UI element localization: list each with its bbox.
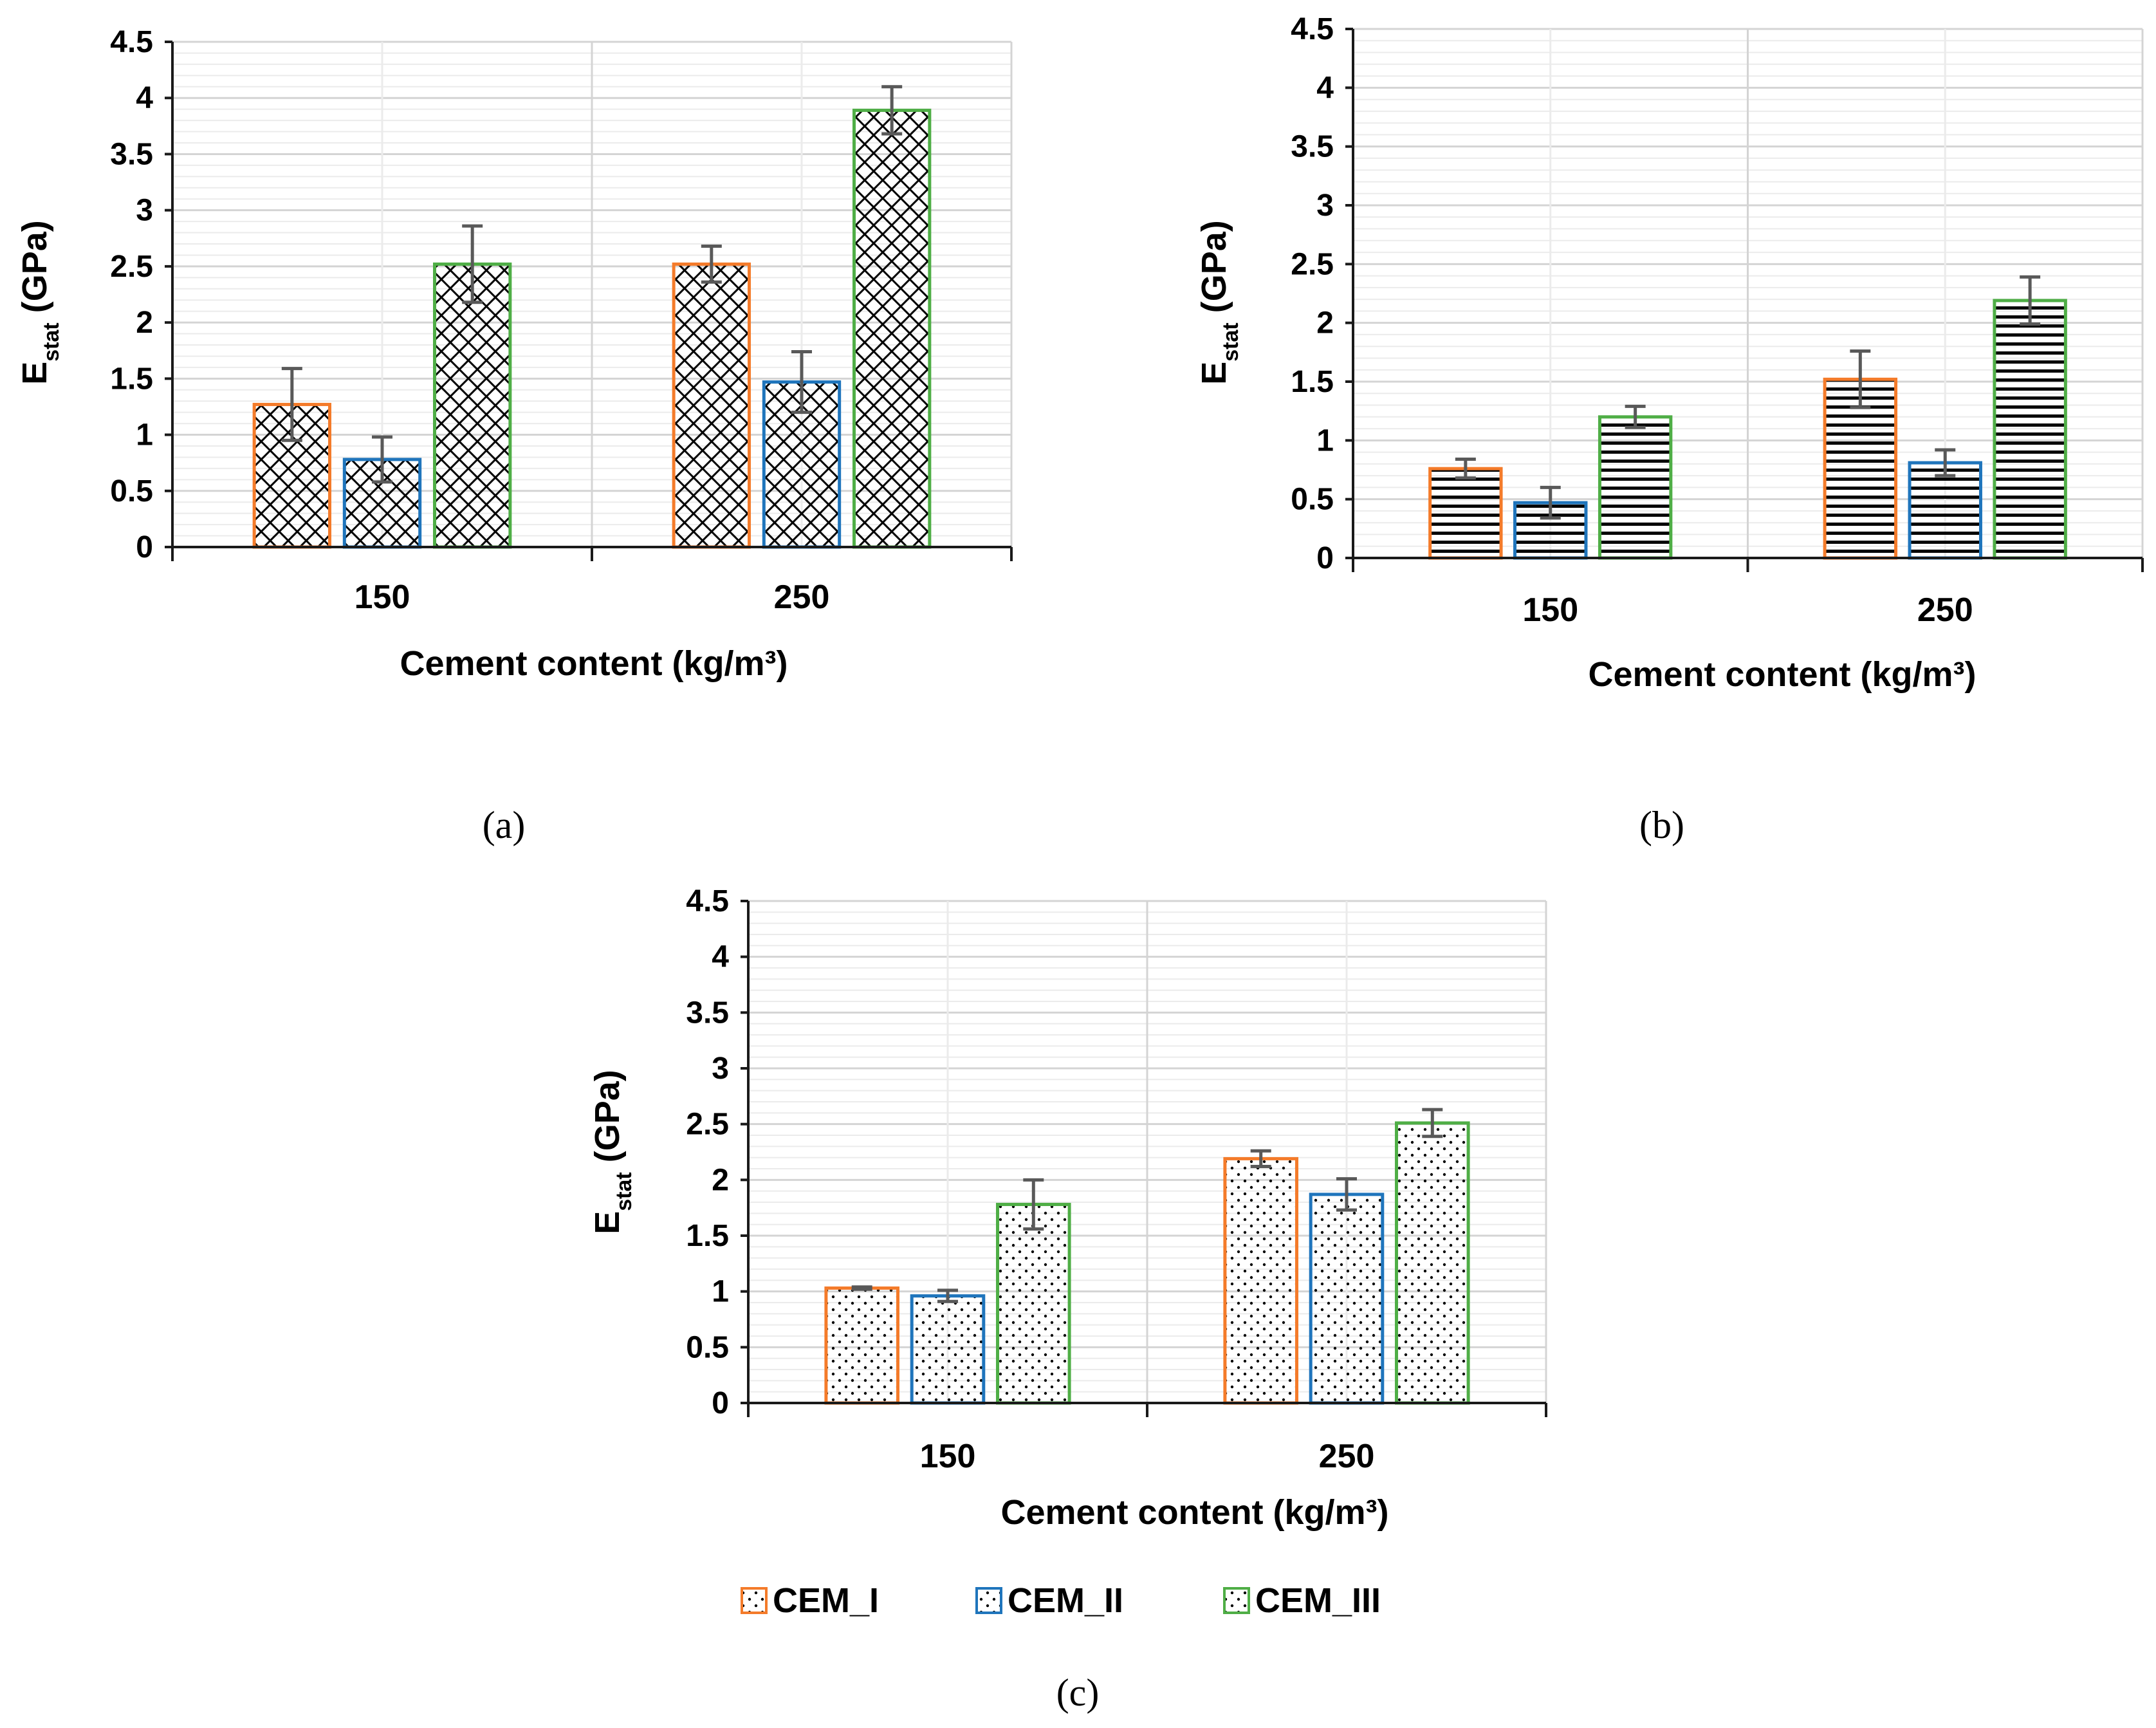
- y-tick-label: 0.5: [110, 474, 153, 508]
- x-tick-label: 150: [355, 579, 410, 616]
- y-axis-title-sub: stat: [612, 1172, 636, 1211]
- error-bar: [372, 435, 392, 484]
- bar-cem-iii-150: [996, 1202, 1071, 1405]
- x-tick-label: 250: [774, 579, 830, 616]
- y-axis-title-unit: (GPa): [588, 1070, 627, 1172]
- y-tick-label: 3: [712, 1052, 729, 1086]
- bar-cem-i-150: [824, 1286, 900, 1405]
- y-axis-title-main: E: [1195, 362, 1233, 385]
- y-axis-title: Estat (GPa): [15, 220, 64, 385]
- y-tick-label: 0.5: [686, 1330, 729, 1364]
- error-bar: [1023, 1178, 1044, 1231]
- legend-swatch-cem-iii: [1223, 1587, 1250, 1614]
- legend-item-cem-ii: CEM_II: [975, 1581, 1123, 1620]
- y-axis-title-sub: stat: [39, 322, 64, 361]
- error-bar: [937, 1288, 958, 1303]
- bar-cem-i-250: [1223, 1157, 1299, 1405]
- bar-cem-iii-250: [1993, 299, 2067, 560]
- error-bar: [1336, 1177, 1357, 1212]
- error-bar: [1422, 1108, 1443, 1138]
- legend-swatch-cem-i: [741, 1587, 768, 1614]
- chart-panel-b: Estat (GPa) Cement content (kg/m³) (b) 0…: [1195, 12, 2144, 846]
- error-bar: [281, 367, 302, 442]
- bar-cem-iii-150: [433, 262, 512, 549]
- y-axis-title-unit: (GPa): [15, 220, 54, 322]
- y-axis-title-sub: stat: [1219, 322, 1243, 361]
- error-bar: [1625, 404, 1646, 429]
- y-axis-title-main: E: [15, 362, 54, 385]
- y-tick-label: 4.5: [686, 884, 729, 918]
- y-axis-title-unit: (GPa): [1195, 220, 1233, 322]
- y-tick-label: 2.5: [686, 1108, 729, 1142]
- panel-caption: (c): [1056, 1671, 1100, 1714]
- bar-cem-i-250: [672, 262, 751, 549]
- error-bar: [881, 85, 903, 136]
- y-tick-label: 1.5: [1291, 365, 1334, 399]
- legend-label-cem-ii: CEM_II: [1008, 1581, 1123, 1620]
- x-tick-label: 250: [1917, 591, 1973, 629]
- y-tick-label: 2: [712, 1163, 729, 1197]
- y-axis-title: Estat (GPa): [588, 1070, 636, 1234]
- y-tick-label: 2.5: [110, 250, 153, 284]
- error-bar: [1455, 458, 1476, 480]
- y-tick-label: 4: [1316, 71, 1334, 105]
- x-axis-title: Cement content (kg/m³): [1000, 1493, 1388, 1532]
- y-tick-label: 4.5: [110, 25, 153, 59]
- y-tick-label: 1: [712, 1275, 729, 1309]
- y-tick-label: 3.5: [1291, 130, 1334, 164]
- y-tick-label: 0.5: [1291, 483, 1334, 517]
- bar-cem-ii-150: [910, 1294, 986, 1405]
- error-bar: [701, 244, 722, 284]
- error-bar: [791, 349, 812, 414]
- y-tick-label: 4: [712, 940, 729, 974]
- y-tick-label: 1: [1316, 423, 1334, 458]
- y-tick-label: 2: [1316, 306, 1334, 340]
- y-tick-label: 1.5: [110, 362, 153, 396]
- y-tick-label: 2: [136, 306, 153, 340]
- legend-swatch-cem-ii: [975, 1587, 1002, 1614]
- x-tick-label: 150: [1522, 591, 1578, 629]
- bar-cem-iii-250: [1395, 1121, 1470, 1405]
- x-axis-title: Cement content (kg/m³): [1588, 655, 1976, 694]
- y-tick-label: 0: [1316, 541, 1334, 575]
- x-tick-label: 250: [1319, 1438, 1375, 1475]
- x-tick-label: 150: [920, 1438, 976, 1475]
- y-tick-label: 4: [136, 81, 153, 115]
- error-bar: [1850, 349, 1871, 409]
- error-bar: [1540, 485, 1561, 520]
- legend-label-cem-iii: CEM_III: [1255, 1581, 1381, 1620]
- y-tick-label: 4.5: [1291, 12, 1334, 46]
- chart-panel-a: Estat (GPa) Cement content (kg/m³) (a) 0…: [15, 25, 1013, 846]
- error-bar: [1250, 1149, 1271, 1169]
- panel-caption: (b): [1639, 804, 1684, 846]
- chart-panel-c: Estat (GPa) Cement content (kg/m³) (c) 0…: [588, 884, 1547, 1714]
- legend-label-cem-i: CEM_I: [773, 1581, 879, 1620]
- gridlines: [1352, 28, 2144, 559]
- bar-cem-ii-250: [1309, 1193, 1385, 1405]
- error-bar: [2020, 275, 2041, 326]
- legend: CEM_I CEM_II CEM_III: [741, 1581, 1381, 1620]
- y-tick-label: 3.5: [686, 996, 729, 1030]
- bar-cem-i-150: [1428, 467, 1503, 560]
- y-tick-label: 0: [712, 1386, 729, 1420]
- y-tick-label: 0: [136, 530, 153, 564]
- error-bar: [851, 1285, 872, 1291]
- y-tick-label: 1: [136, 418, 153, 452]
- legend-item-cem-iii: CEM_III: [1223, 1581, 1381, 1620]
- y-tick-label: 1.5: [686, 1219, 729, 1253]
- panel-caption: (a): [483, 804, 526, 846]
- bar-cem-iii-150: [1598, 415, 1673, 560]
- y-tick-label: 3: [136, 194, 153, 228]
- y-tick-label: 3.5: [110, 137, 153, 171]
- y-tick-label: 2.5: [1291, 247, 1334, 281]
- error-bar: [1935, 448, 1956, 478]
- bar-cem-iii-250: [852, 108, 932, 549]
- error-bar: [462, 224, 483, 304]
- y-axis-title-main: E: [588, 1211, 627, 1234]
- y-tick-label: 3: [1316, 189, 1334, 223]
- legend-item-cem-i: CEM_I: [741, 1581, 879, 1620]
- y-axis-title: Estat (GPa): [1195, 220, 1243, 385]
- x-axis-title: Cement content (kg/m³): [400, 644, 788, 683]
